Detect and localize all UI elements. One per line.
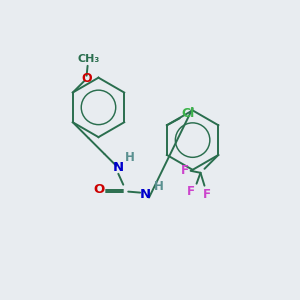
- Text: H: H: [154, 180, 164, 193]
- Text: N: N: [113, 161, 124, 174]
- Text: CH₃: CH₃: [77, 54, 100, 64]
- Text: Cl: Cl: [181, 107, 194, 120]
- Text: F: F: [181, 164, 189, 177]
- Text: O: O: [81, 72, 92, 85]
- Text: F: F: [202, 188, 211, 201]
- Text: H: H: [125, 152, 135, 164]
- Text: N: N: [140, 188, 151, 201]
- Text: F: F: [187, 185, 195, 198]
- Text: O: O: [94, 183, 105, 196]
